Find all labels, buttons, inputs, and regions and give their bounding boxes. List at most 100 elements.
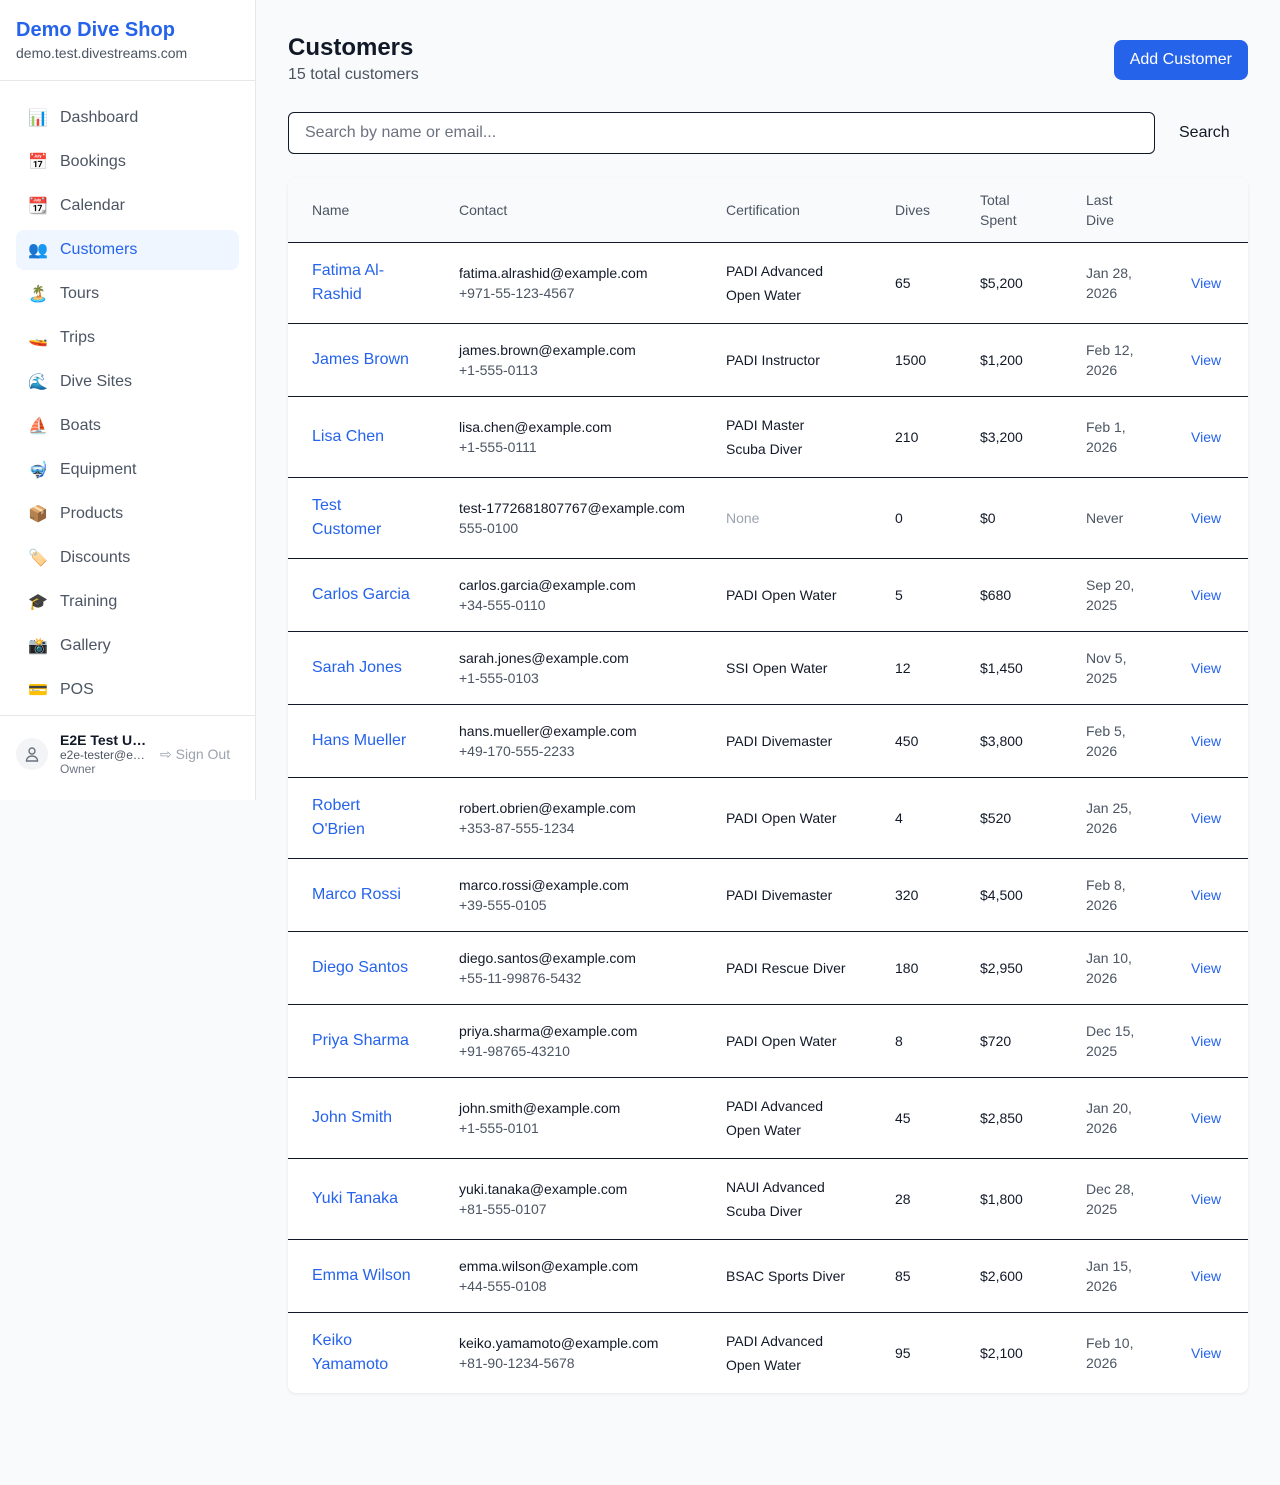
- search-button[interactable]: Search: [1179, 124, 1230, 141]
- customer-name-link[interactable]: Yuki Tanaka: [312, 1189, 398, 1207]
- customer-phone: +91-98765-43210: [459, 1042, 570, 1059]
- customer-last-dive: Sep 20, 2025: [1086, 576, 1135, 613]
- customer-name-link[interactable]: Priya Sharma: [312, 1031, 409, 1049]
- customer-dives: 65: [895, 274, 911, 291]
- customer-name-link[interactable]: John Smith: [312, 1108, 393, 1126]
- customer-email: james.brown@example.com: [459, 341, 636, 358]
- view-customer-link[interactable]: View: [1191, 586, 1222, 603]
- view-customer-link[interactable]: View: [1191, 1267, 1222, 1284]
- view-customer-link[interactable]: View: [1191, 509, 1222, 526]
- sidebar-item-boats[interactable]: ⛵ Boats: [16, 406, 239, 446]
- sidebar-item-pos[interactable]: 💳 POS: [16, 670, 239, 710]
- search-input[interactable]: [288, 112, 1155, 154]
- customer-name-link[interactable]: Test Customer: [312, 496, 382, 538]
- customer-name-link[interactable]: Fatima Al-Rashid: [312, 261, 385, 303]
- customer-dives: 8: [895, 1032, 903, 1049]
- view-customer-link[interactable]: View: [1191, 959, 1222, 976]
- view-customer-link[interactable]: View: [1191, 1190, 1222, 1207]
- customer-certification: PADI Open Water: [726, 809, 837, 826]
- customer-phone: +1-555-0103: [459, 669, 539, 686]
- customer-certification: SSI Open Water: [726, 659, 828, 676]
- sidebar-item-label: Bookings: [60, 153, 126, 170]
- customer-total-spent: $680: [980, 586, 1012, 603]
- view-customer-link[interactable]: View: [1191, 809, 1222, 826]
- view-customer-link[interactable]: View: [1191, 1109, 1222, 1126]
- customer-certification: PADI Advanced Open Water: [726, 1097, 824, 1138]
- sidebar-item-label: Calendar: [60, 197, 125, 214]
- sidebar-item-label: Discounts: [60, 549, 131, 566]
- customer-name-link[interactable]: Keiko Yamamoto: [312, 1331, 389, 1373]
- customer-name-link[interactable]: Emma Wilson: [312, 1266, 411, 1284]
- sidebar-item-label: Customers: [60, 241, 138, 258]
- sidebar-item-tours[interactable]: 🏝️ Tours: [16, 274, 239, 314]
- sidebar-item-calendar[interactable]: 📆 Calendar: [16, 186, 239, 226]
- sidebar-item-dashboard[interactable]: 📊 Dashboard: [16, 98, 239, 138]
- column-header: Total Spent: [980, 191, 1017, 228]
- sidebar-item-training[interactable]: 🎓 Training: [16, 582, 239, 622]
- table-row: Priya Sharma priya.sharma@example.com +91-…: [288, 1004, 1248, 1077]
- customer-total-spent: $520: [980, 809, 1012, 826]
- view-customer-link[interactable]: View: [1191, 1344, 1222, 1361]
- sidebar-item-label: POS: [60, 681, 94, 698]
- customer-phone: +34-555-0110: [459, 596, 546, 613]
- sidebar-item-products[interactable]: 📦 Products: [16, 494, 239, 534]
- customer-name-link[interactable]: James Brown: [312, 350, 409, 368]
- customer-dives: 5: [895, 586, 903, 603]
- customer-name-link[interactable]: Hans Mueller: [312, 731, 407, 749]
- customer-email: fatima.alrashid@example.com: [459, 264, 648, 281]
- customer-name-link[interactable]: Diego Santos: [312, 958, 409, 976]
- customer-phone: +39-555-0105: [459, 896, 547, 913]
- customer-name-link[interactable]: Carlos Garcia: [312, 585, 410, 603]
- view-customer-link[interactable]: View: [1191, 732, 1222, 749]
- customer-certification: PADI Divemaster: [726, 886, 833, 903]
- sidebar-item-label: Products: [60, 505, 124, 522]
- sidebar-item-dive-sites[interactable]: 🌊 Dive Sites: [16, 362, 239, 402]
- customer-name-link[interactable]: Robert O'Brien: [312, 796, 365, 838]
- table-row: Fatima Al-Rashid fatima.alrashid@example.…: [288, 242, 1248, 323]
- user-role: Owner: [60, 762, 96, 776]
- customer-dives: 450: [895, 732, 919, 749]
- sidebar-item-trips[interactable]: 🚤 Trips: [16, 318, 239, 358]
- trips-icon: 🚤: [28, 330, 48, 347]
- customer-name-link[interactable]: Marco Rossi: [312, 885, 401, 903]
- view-customer-link[interactable]: View: [1191, 659, 1222, 676]
- column-header: Last Dive: [1086, 191, 1115, 228]
- sidebar-item-discounts[interactable]: 🏷️ Discounts: [16, 538, 239, 578]
- view-customer-link[interactable]: View: [1191, 886, 1222, 903]
- customer-certification: PADI Open Water: [726, 1032, 837, 1049]
- sidebar-item-equipment[interactable]: 🤿 Equipment: [16, 450, 239, 490]
- customer-name-link[interactable]: Lisa Chen: [312, 427, 385, 445]
- sidebar-item-bookings[interactable]: 📅 Bookings: [16, 142, 239, 182]
- customer-email: hans.mueller@example.com: [459, 722, 637, 739]
- customer-dives: 45: [895, 1109, 911, 1126]
- sign-out-button[interactable]: ⇨ Sign Out: [160, 746, 230, 763]
- sidebar-item-gallery[interactable]: 📸 Gallery: [16, 626, 239, 666]
- sidebar-item-label: Boats: [60, 417, 101, 434]
- add-customer-button[interactable]: Add Customer: [1113, 40, 1248, 80]
- table-row: Marco Rossi marco.rossi@example.com +39-55…: [288, 858, 1248, 931]
- table-row: John Smith john.smith@example.com +1-555-0…: [288, 1077, 1248, 1158]
- table-row: James Brown james.brown@example.com +1-555…: [288, 323, 1248, 396]
- table-header: Name Contact Certification Dives Total Spent…: [288, 178, 1248, 242]
- customer-phone: +49-170-555-2233: [459, 742, 575, 759]
- shop-name[interactable]: Demo Dive Shop: [16, 19, 175, 41]
- column-header: [1167, 178, 1248, 242]
- customer-email: lisa.chen@example.com: [459, 418, 612, 435]
- customer-dives: 85: [895, 1267, 911, 1284]
- customer-last-dive: Feb 12, 2026: [1086, 341, 1134, 378]
- customer-count: 15 total customers: [288, 66, 419, 83]
- customer-email: yuki.tanaka@example.com: [459, 1180, 628, 1197]
- sidebar-item-customers[interactable]: 👥 Customers: [16, 230, 239, 270]
- customer-last-dive: Feb 8, 2026: [1086, 876, 1126, 913]
- customer-name-link[interactable]: Sarah Jones: [312, 658, 402, 676]
- sidebar-item-label: Trips: [60, 329, 95, 346]
- customer-total-spent: $0: [980, 509, 996, 526]
- view-customer-link[interactable]: View: [1191, 351, 1222, 368]
- table-row: Carlos Garcia carlos.garcia@example.com +3…: [288, 558, 1248, 631]
- training-icon: 🎓: [28, 594, 48, 611]
- user-name: E2E Test User: [60, 732, 148, 748]
- view-customer-link[interactable]: View: [1191, 428, 1222, 445]
- view-customer-link[interactable]: View: [1191, 1032, 1222, 1049]
- customer-email: priya.sharma@example.com: [459, 1022, 638, 1039]
- view-customer-link[interactable]: View: [1191, 274, 1222, 291]
